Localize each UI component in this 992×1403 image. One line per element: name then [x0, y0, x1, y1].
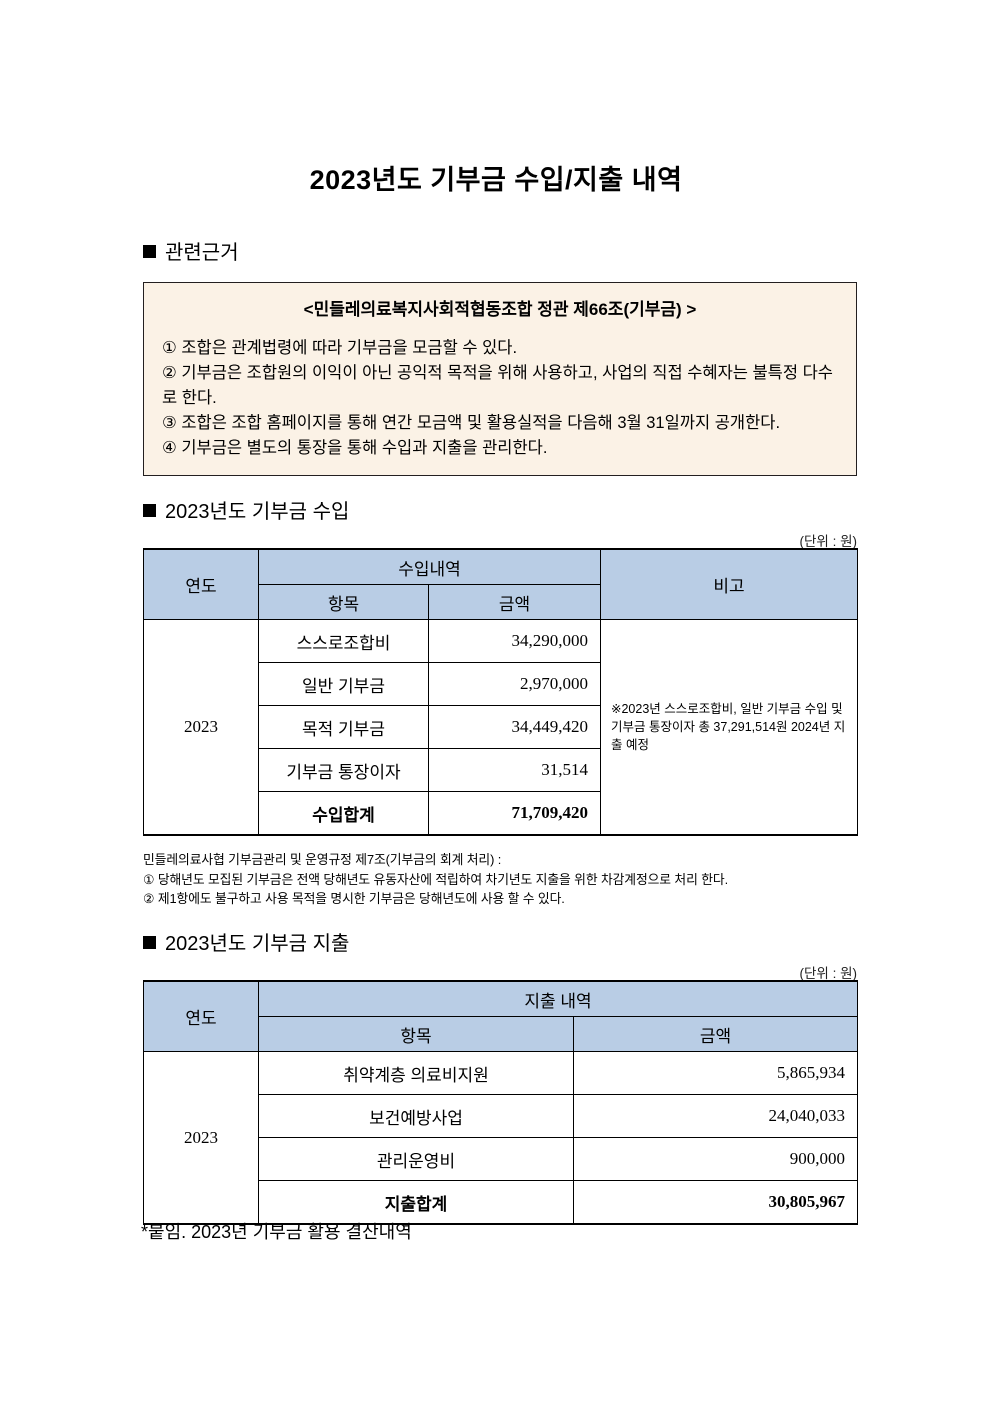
section-heading-basis: 관련근거 — [143, 236, 239, 265]
section-heading-expense: 2023년도 기부금 지출 — [143, 927, 349, 956]
expense-header-group: 지출 내역 — [257, 980, 859, 1017]
table-row: 2023 취약계층 의료비지원 5,865,934 — [143, 1051, 859, 1225]
income-total-amount: 71,709,420 — [428, 791, 601, 836]
quote-box-title: <민들레의료복지사회적협동조합 정관 제66조(기부금) > — [303, 300, 697, 319]
expense-year-cell: 2023 — [143, 1051, 259, 1225]
table-row: 보건예방사업 24,040,033 — [144, 1094, 859, 1138]
table-row: 기부금 통장이자 31,514 — [144, 748, 858, 792]
quote-clause-4: ④ 기부금은 별도의 통장을 통해 수입과 지출을 관리한다. — [162, 439, 548, 457]
income-header-group: 수입내역 — [258, 548, 601, 585]
expense-header-item: 항목 — [258, 1016, 574, 1052]
section-heading-basis-label: 관련근거 — [165, 242, 239, 264]
regulation-quote-box: <민들레의료복지사회적협동조합 정관 제66조(기부금) > ① 조합은 관계법… — [143, 282, 857, 476]
table-row: 2023 스스로조합비 34,290,000 ※2023년 스스로조합비, 일반… — [143, 619, 858, 836]
income-remark-cell: ※2023년 스스로조합비, 일반 기부금 수입 및 기부금 통장이자 총 37… — [600, 619, 858, 836]
table-header-row: 항목 금액 — [144, 584, 858, 620]
expense-header-amount: 금액 — [572, 1016, 859, 1052]
table-header-row: 연도 수입내역 비고 — [143, 548, 858, 620]
income-header-remark: 비고 — [600, 548, 858, 620]
regulation-footnote-line-1: 민들레의료사협 기부금관리 및 운영규정 제7조(기부금의 회계 처리) : — [143, 852, 502, 867]
expense-item-label: 보건예방사업 — [258, 1094, 574, 1138]
income-header-year: 연도 — [143, 548, 259, 620]
income-header-amount: 금액 — [428, 584, 601, 620]
income-item-amount: 31,514 — [428, 748, 601, 792]
expense-item-amount: 5,865,934 — [572, 1051, 859, 1095]
income-item-label: 기부금 통장이자 — [258, 748, 429, 792]
square-bullet-icon — [143, 245, 156, 258]
income-header-item: 항목 — [258, 584, 429, 620]
table-header-row: 항목 금액 — [144, 1016, 859, 1052]
income-item-label: 스스로조합비 — [258, 619, 429, 663]
regulation-footnote: 민들레의료사협 기부금관리 및 운영규정 제7조(기부금의 회계 처리) : ①… — [143, 850, 873, 909]
table-row: 목적 기부금 34,449,420 — [144, 705, 858, 749]
section-heading-income-label: 2023년도 기부금 수입 — [165, 501, 350, 523]
section-heading-income: 2023년도 기부금 수입 — [143, 495, 349, 524]
income-item-label: 목적 기부금 — [258, 705, 429, 749]
income-table: 연도 수입내역 비고 항목 금액 2023 스스로조합비 34,290,000 … — [143, 548, 858, 836]
income-item-amount: 2,970,000 — [428, 662, 601, 706]
table-row: 관리운영비 900,000 — [144, 1137, 859, 1181]
expense-total-label: 지출합계 — [258, 1180, 574, 1225]
income-unit-note: (단위 : 원) — [799, 534, 857, 549]
section-heading-expense-label: 2023년도 기부금 지출 — [165, 933, 350, 955]
income-total-label: 수입합계 — [258, 791, 429, 836]
table-total-row: 수입합계 71,709,420 — [144, 791, 858, 836]
expense-unit-note: (단위 : 원) — [799, 966, 857, 981]
square-bullet-icon — [143, 936, 156, 949]
expense-item-label: 관리운영비 — [258, 1137, 574, 1181]
expense-item-amount: 24,040,033 — [572, 1094, 859, 1138]
square-bullet-icon — [143, 504, 156, 517]
expense-header-year: 연도 — [143, 980, 259, 1052]
regulation-footnote-line-3: ② 제1항에도 불구하고 사용 목적을 명시한 기부금은 당해년도에 사용 할 … — [143, 891, 565, 906]
quote-clause-3: ③ 조합은 조합 홈페이지를 통해 연간 모금액 및 활용실적을 다음해 3월 … — [162, 414, 781, 432]
table-total-row: 지출합계 30,805,967 — [144, 1180, 859, 1225]
table-row: 일반 기부금 2,970,000 — [144, 662, 858, 706]
regulation-footnote-line-2: ① 당해년도 모집된 기부금은 전액 당해년도 유동자산에 적립하여 차기년도 … — [143, 871, 729, 887]
attachment-note: *붙임. 2023년 기부금 활용 결산내역 — [141, 1222, 412, 1242]
table-header-row: 연도 지출 내역 — [143, 980, 859, 1052]
page-title: 2023년도 기부금 수입/지출 내역 — [309, 165, 683, 195]
income-item-amount: 34,290,000 — [428, 619, 601, 663]
quote-clause-2: ② 기부금은 조합원의 이익이 아닌 공익적 목적을 위해 사용하고, 사업의 … — [162, 364, 833, 407]
income-year-cell: 2023 — [143, 619, 259, 836]
quote-clause-1: ① 조합은 관계법령에 따라 기부금을 모금할 수 있다. — [162, 339, 518, 357]
income-item-label: 일반 기부금 — [258, 662, 429, 706]
expense-item-label: 취약계층 의료비지원 — [258, 1051, 574, 1095]
expense-total-amount: 30,805,967 — [572, 1180, 859, 1225]
income-item-amount: 34,449,420 — [428, 705, 601, 749]
expense-table: 연도 지출 내역 항목 금액 2023 취약계층 의료비지원 5,865,934… — [143, 980, 859, 1225]
expense-item-amount: 900,000 — [572, 1137, 859, 1181]
